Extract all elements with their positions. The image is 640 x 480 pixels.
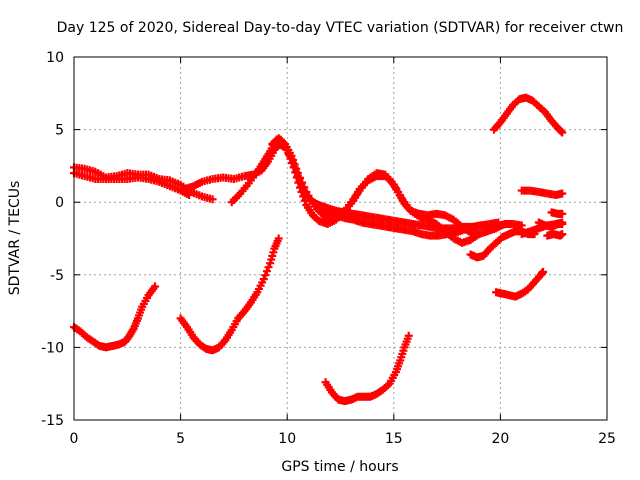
series-arc-2 <box>176 234 283 355</box>
y-tick-label: -5 <box>50 268 64 284</box>
data-point <box>300 183 309 192</box>
series-arc-12 <box>534 218 567 231</box>
data-point <box>287 151 296 160</box>
data-point <box>539 267 548 276</box>
data-point <box>264 263 273 272</box>
data-point <box>404 331 413 340</box>
x-tick-label: 5 <box>176 431 185 447</box>
x-tick-label: 0 <box>70 431 79 447</box>
x-axis-label: GPS time / hours <box>281 459 398 475</box>
axis-ticks <box>73 56 608 421</box>
data-point <box>274 234 283 243</box>
x-tick-label: 10 <box>278 431 296 447</box>
data-point <box>261 271 270 280</box>
data-point <box>290 160 299 169</box>
x-tick-label: 25 <box>598 431 616 447</box>
chart-title: Day 125 of 2020, Sidereal Day-to-day VTE… <box>57 20 624 36</box>
data-series <box>70 93 567 406</box>
series-arc-1 <box>70 282 160 352</box>
data-point <box>558 189 567 198</box>
plot-frame <box>73 56 608 421</box>
x-tick-label: 20 <box>491 431 509 447</box>
axis-tick-labels: 0 5 10 15 20 25 -15 -10 -5 0 5 10 <box>41 50 616 447</box>
series-arc-3 <box>321 331 413 406</box>
series-arc-17 <box>492 267 548 301</box>
series-arc-14 <box>547 208 567 218</box>
series-arc-16 <box>517 186 567 199</box>
data-point <box>558 219 567 228</box>
data-point <box>558 230 567 239</box>
y-axis-label: SDTVAR / TECUs <box>7 181 23 296</box>
y-tick-label: 0 <box>55 195 64 211</box>
data-point <box>293 169 302 178</box>
data-point <box>300 196 309 205</box>
series-arc-15 <box>490 93 567 137</box>
data-point <box>185 190 194 199</box>
y-tick-label: 5 <box>55 123 64 139</box>
series-arc-9 <box>315 201 511 240</box>
data-point <box>558 209 567 218</box>
x-tick-label: 15 <box>385 431 403 447</box>
data-point <box>295 173 304 182</box>
data-point <box>298 178 307 187</box>
y-tick-label: 10 <box>46 50 64 66</box>
data-point <box>262 267 271 276</box>
data-point <box>502 219 511 228</box>
y-tick-label: -15 <box>41 413 64 429</box>
grid <box>74 57 607 420</box>
series-arc-8 <box>268 134 526 247</box>
series-arc-5 <box>70 169 194 199</box>
data-point <box>151 282 160 291</box>
data-point <box>558 128 567 137</box>
y-tick-label: -10 <box>41 340 64 356</box>
data-point <box>289 156 298 165</box>
data-point <box>292 164 301 173</box>
data-point <box>208 195 217 204</box>
series-arc-13 <box>543 230 567 240</box>
